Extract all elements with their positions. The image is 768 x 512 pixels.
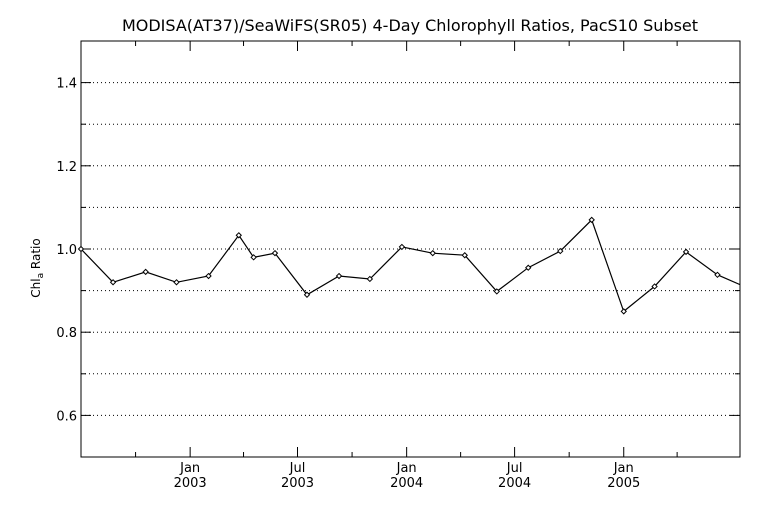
- tick-labels: 0.60.81.01.21.4Jan2003Jul2003Jan2004Jul2…: [56, 77, 640, 491]
- data-point: [620, 308, 627, 315]
- data-point: [525, 264, 532, 271]
- y-tick-label: 0.8: [56, 326, 77, 341]
- data-point: [557, 247, 564, 255]
- series-group: [77, 216, 740, 315]
- data-point: [588, 216, 595, 224]
- x-tick-year-label: 2003: [281, 476, 314, 491]
- x-tick-month-label: Jan: [613, 461, 634, 476]
- data-point: [303, 291, 311, 298]
- y-tick-label: 1.4: [56, 77, 77, 92]
- data-point: [461, 252, 468, 259]
- data-point: [493, 288, 501, 295]
- y-tick-label: 1.2: [56, 160, 77, 175]
- x-tick-year-label: 2003: [174, 476, 207, 491]
- data-point: [205, 272, 212, 280]
- x-tick-month-label: Jan: [179, 461, 200, 476]
- data-point: [271, 249, 279, 257]
- y-axis-title-subscript: a: [36, 273, 46, 279]
- y-axis-title-rest: Ratio: [29, 238, 43, 273]
- data-point: [429, 249, 436, 257]
- y-tick-label: 0.6: [56, 409, 77, 424]
- data-point: [250, 254, 257, 261]
- x-tick-year-label: 2004: [498, 476, 531, 491]
- data-point: [714, 271, 721, 278]
- data-point: [366, 275, 374, 283]
- data-point: [109, 279, 117, 286]
- y-axis-title: Chla Ratio: [29, 238, 46, 297]
- data-point: [682, 248, 690, 256]
- data-point: [77, 245, 85, 253]
- chart-title: MODISA(AT37)/SeaWiFS(SR05) 4-Day Chlorop…: [122, 16, 698, 35]
- data-point: [335, 272, 343, 280]
- data-point: [398, 243, 406, 251]
- y-tick-label: 1.0: [56, 243, 77, 258]
- x-tick-month-label: Jan: [396, 461, 417, 476]
- y-axis-title-main: Chl: [29, 278, 43, 297]
- x-tick-year-label: 2004: [390, 476, 423, 491]
- svg-text:Chla Ratio: Chla Ratio: [29, 238, 46, 297]
- x-tick-month-label: Jul: [506, 461, 523, 476]
- x-tick-month-label: Jul: [289, 461, 306, 476]
- data-point: [173, 279, 180, 286]
- series-line: [81, 218, 740, 313]
- x-tick-year-label: 2005: [607, 476, 640, 491]
- data-point: [651, 283, 658, 290]
- data-point: [142, 268, 149, 276]
- data-point: [235, 232, 242, 239]
